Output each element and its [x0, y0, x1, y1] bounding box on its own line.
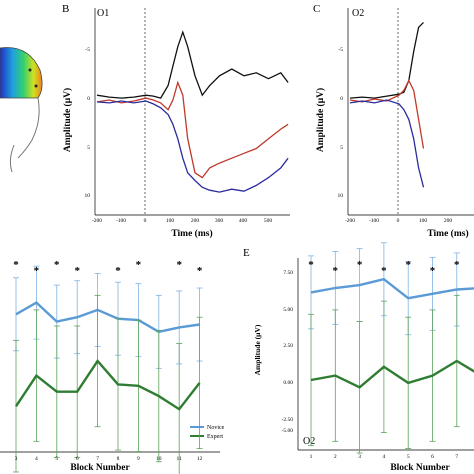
channel-label-o2-block: O2	[303, 436, 315, 447]
x-tick: -200	[345, 218, 355, 224]
panel-letter-b: B	[62, 3, 69, 15]
panel-letter-c: C	[313, 3, 320, 15]
legend-label-expert: Expert	[207, 434, 223, 440]
series-line-expert	[15, 359, 201, 411]
significance-star: *	[34, 265, 40, 277]
x-tick: 6	[76, 456, 79, 462]
waveform-black	[96, 30, 289, 99]
x-tick: 2	[334, 454, 337, 460]
x-tick: 500	[264, 218, 273, 224]
channel-label-o1: O1	[97, 8, 109, 19]
x-axis-title: Time (ms)	[427, 228, 468, 239]
channel-label-o2: O2	[352, 8, 364, 19]
y-tick: -5	[338, 47, 343, 53]
y-tick: 7.50	[283, 270, 293, 276]
x-tick: 400	[239, 218, 248, 224]
waveform-blue	[96, 100, 289, 193]
y-axis-title: Amplitude (μV)	[253, 324, 262, 375]
y-tick: 5	[340, 145, 343, 151]
head-outline	[17, 97, 40, 159]
legend: Novice Expert	[190, 425, 225, 440]
block-plot-left: Block Number Novice Expert 3 * 4 * 5 * 6 * 7 8 * 9 *…	[0, 259, 225, 474]
legend-label-novice: Novice	[207, 425, 225, 431]
x-axis-title: Block Number	[390, 463, 450, 473]
x-tick: 9	[137, 456, 140, 462]
x-tick: -200	[92, 218, 102, 224]
significance-star: *	[176, 259, 182, 271]
significance-star: *	[115, 265, 121, 277]
erp-plot-o2: -5 0 5 10 -200 -100 0 100 200 Amplitude …	[315, 8, 474, 239]
y-axis-title: Amplitude (μV)	[62, 88, 73, 152]
y-tick: 10	[85, 193, 91, 199]
block-plot-o2: 7.50 5.00 2.50 0.00 -2.50 -5.00 Amplitud…	[253, 242, 474, 473]
electrode-dot	[28, 68, 32, 72]
electrode-dot	[34, 84, 38, 88]
x-tick: 200	[444, 218, 453, 224]
significance-star: *	[308, 259, 314, 271]
waveform-blue	[349, 99, 425, 188]
y-tick: -5	[85, 47, 90, 53]
significance-star: *	[430, 265, 436, 277]
x-tick: 8	[117, 456, 120, 462]
x-axis-title: Block Number	[70, 463, 130, 473]
y-tick: 0	[87, 96, 90, 102]
significance-star: *	[136, 259, 142, 271]
significance-star: *	[357, 259, 363, 271]
waveform-red	[96, 80, 289, 179]
x-tick: 200	[191, 218, 200, 224]
y-tick: -5.00	[282, 428, 294, 434]
topo-map	[0, 47, 43, 99]
significance-star: *	[405, 259, 411, 271]
series-line-expert	[310, 359, 474, 389]
x-tick: 7	[96, 456, 99, 462]
y-tick: 0.00	[283, 380, 293, 386]
x-tick: 3	[358, 454, 361, 460]
x-axis-title: Time (ms)	[171, 228, 212, 239]
x-tick: 6	[431, 454, 434, 460]
significance-star: *	[197, 265, 203, 277]
x-tick: 4	[35, 456, 38, 462]
x-tick: 12	[197, 456, 203, 462]
significance-star: *	[333, 265, 339, 277]
head-topography	[0, 47, 43, 173]
x-tick: 3	[15, 456, 18, 462]
x-tick: 5	[407, 454, 410, 460]
series-line-novice	[310, 277, 474, 300]
x-tick: 11	[177, 456, 183, 462]
x-tick: -100	[369, 218, 379, 224]
x-tick: 7	[455, 454, 458, 460]
panel-letter-e: E	[243, 247, 250, 259]
x-tick: 300	[215, 218, 224, 224]
x-tick: 1	[310, 454, 313, 460]
significance-star: *	[54, 259, 60, 271]
y-tick: 2.50	[283, 343, 293, 349]
y-tick: -2.50	[282, 417, 294, 423]
y-tick: 5	[87, 145, 90, 151]
x-tick: 5	[55, 456, 58, 462]
x-tick: 100	[166, 218, 175, 224]
series-line-novice	[15, 301, 200, 334]
x-tick: -100	[116, 218, 126, 224]
x-tick: 0	[144, 218, 147, 224]
erp-plot-o1: -5 0 5 10 -200 -100 0 100 200 300 400 50…	[62, 8, 290, 239]
significance-star: *	[454, 259, 460, 271]
significance-star: *	[74, 265, 80, 277]
significance-star: *	[13, 259, 19, 271]
ear-outline	[9, 144, 15, 173]
y-tick: 10	[338, 193, 344, 199]
y-tick: 0	[340, 96, 343, 102]
x-tick: 4	[383, 454, 386, 460]
x-tick: 10	[156, 456, 162, 462]
significance-star: *	[381, 265, 387, 277]
x-tick: 100	[419, 218, 428, 224]
y-tick: 5.00	[283, 307, 293, 313]
y-axis-title: Amplitude (μV)	[315, 88, 326, 152]
waveform-red	[349, 79, 425, 149]
x-tick: 0	[397, 218, 400, 224]
